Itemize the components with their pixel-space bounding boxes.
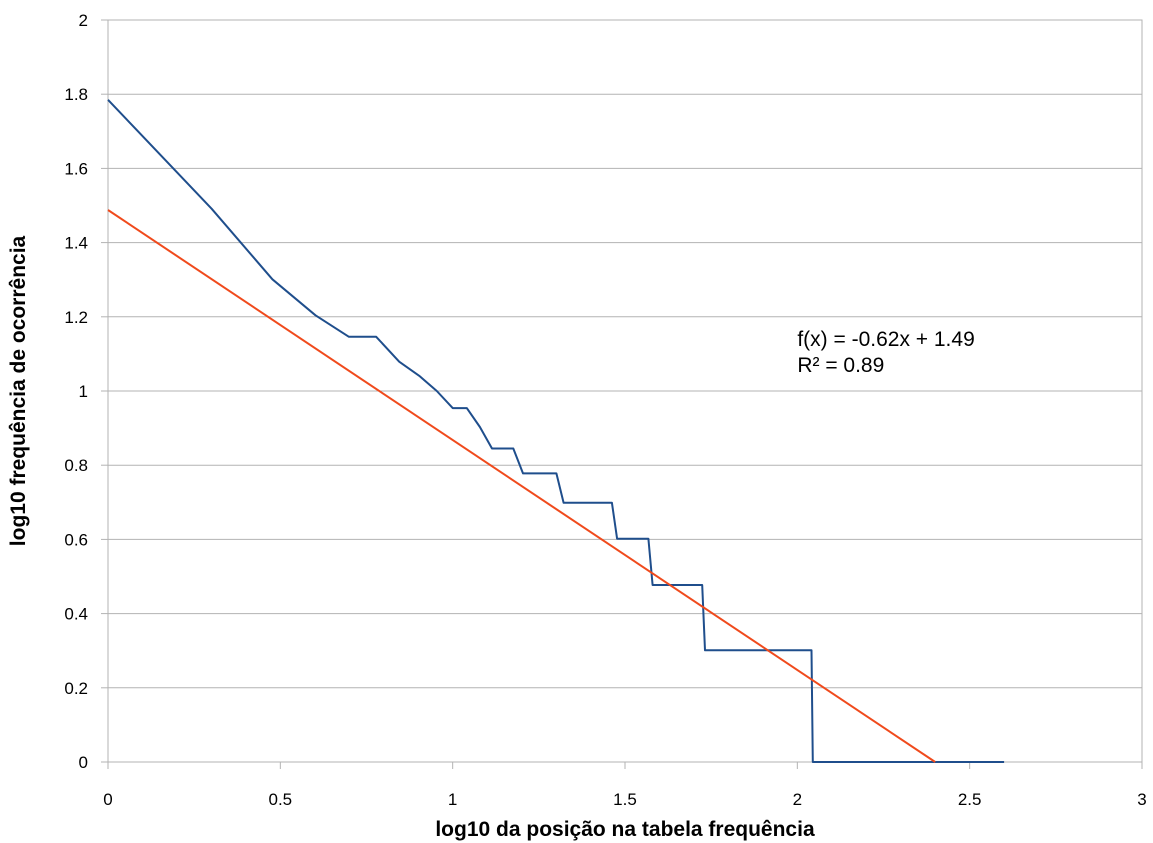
gridlines [108,19,1142,763]
y-axis-title: log10 frequência de ocorrência [7,235,30,546]
x-tick-label: 1 [448,790,457,809]
y-tick-label: 0.6 [64,530,88,549]
y-tick-label: 0 [79,753,88,772]
x-tick-label: 2 [793,790,802,809]
y-tick-label: 0.8 [64,456,88,475]
data-series-line [107,99,1005,763]
y-tick-label: 1.4 [64,234,88,253]
x-tick-label: 3 [1137,790,1146,809]
y-tick-label: 1.8 [64,85,88,104]
y-tick-label: 0.4 [64,605,88,624]
trendline [107,209,936,763]
x-tick-label: 1.5 [613,790,637,809]
y-tick-label: 1 [79,382,88,401]
axis-ticks: 0 0.2 0.4 0.6 0.8 1 1.2 1.4 1.6 1.8 2 0 0.5 1 1.5 2 2.5 3 [64,11,1146,809]
x-tick-label: 0.5 [269,790,293,809]
y-tick-label: 1.2 [64,308,88,327]
x-tick-label: 2.5 [958,790,982,809]
y-tick-label: 0.2 [64,679,88,698]
trendline-equation: f(x) = -0.62x + 1.49 [797,328,974,351]
x-axis-title: log10 da posição na tabela frequência [435,818,815,841]
y-tick-label: 2 [79,11,88,30]
trendline-r-squared: R² = 0.89 [797,354,884,377]
series-layer [107,99,1005,763]
x-tick-label: 0 [103,790,112,809]
y-tick-label: 1.6 [64,159,88,178]
